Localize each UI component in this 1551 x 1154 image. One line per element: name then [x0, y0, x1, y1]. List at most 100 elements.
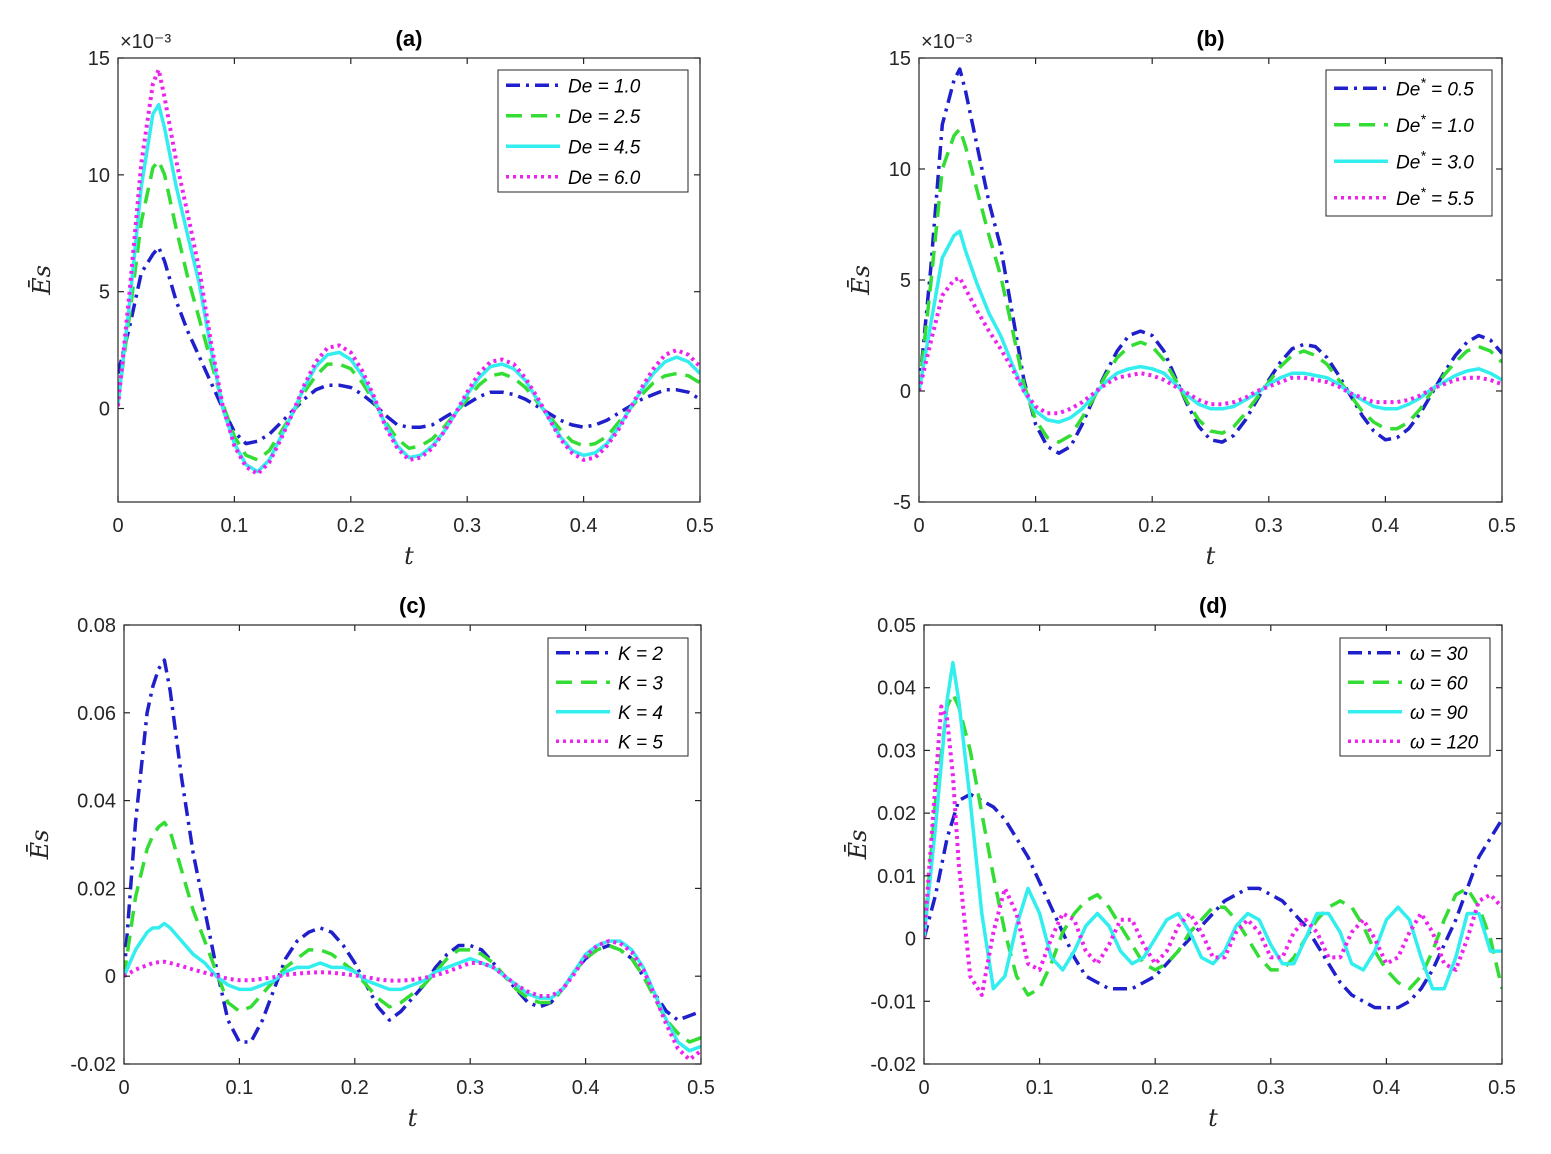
x-tick-label: 0.3 [1257, 1077, 1285, 1099]
y-tick-label: 0.02 [877, 803, 916, 825]
legend-label-2: ω = 60 [1410, 673, 1468, 694]
y-axis-label: Ēs [28, 265, 56, 296]
y-tick-label: 0.08 [77, 615, 116, 637]
panel-title: (c) [399, 593, 426, 618]
y-tick-label: 15 [88, 48, 110, 70]
series-line-1 [118, 245, 700, 446]
y-tick-label: 5 [900, 270, 911, 292]
y-tick-label: -0.01 [870, 991, 916, 1013]
legend-box [547, 637, 689, 757]
x-tick-label: 0.2 [341, 1077, 369, 1099]
y-tick-label: 0.01 [877, 866, 916, 888]
legend: ω = 30 ω = 60 ω = 90 ω = 120 [1339, 637, 1491, 757]
x-axis-label: t [408, 1104, 418, 1132]
legend-box [1339, 637, 1491, 757]
y-tick-label: 0 [99, 399, 110, 421]
series-line-4 [118, 67, 700, 476]
x-tick-label: 0.3 [456, 1077, 484, 1099]
y-tick-label: 0.05 [877, 615, 916, 637]
x-tick-label: 0.4 [1371, 515, 1399, 537]
x-tick-label: 0.4 [572, 1077, 600, 1099]
series-line-2 [919, 127, 1502, 444]
x-tick-label: 0.5 [1488, 1077, 1516, 1099]
exponent-label: ×10⁻³ [120, 31, 171, 53]
legend-label-2: K = 3 [618, 673, 663, 694]
x-tick-label: 0.5 [1488, 515, 1516, 537]
legend-label-1: K = 2 [618, 644, 663, 665]
x-tick-label: 0.1 [220, 515, 248, 537]
y-tick-label: 0.04 [877, 678, 916, 700]
legend-label-4: K = 5 [618, 732, 663, 753]
legend: De = 1.0 De = 2.5 De = 4.5 De = 6.0 [497, 69, 689, 193]
x-tick-label: 0.5 [686, 515, 714, 537]
y-tick-label: 0.06 [77, 703, 116, 725]
legend-label-2: De = 2.5 [568, 107, 641, 128]
y-tick-label: 15 [889, 48, 911, 70]
series-line-2 [118, 159, 700, 462]
x-tick-label: 0.2 [1141, 1077, 1169, 1099]
chart-panel-3: 0 0.1 0.2 0.3 0.4 0.5-0.0200.020.040.060.08(c… [26, 593, 715, 1132]
y-tick-label: 0 [900, 381, 911, 403]
y-tick-label: 0.04 [77, 791, 116, 813]
series-line-4 [124, 939, 701, 1062]
legend-label-4: De = 6.0 [568, 168, 641, 189]
y-tick-label: 0 [105, 966, 116, 988]
legend-box [497, 69, 689, 193]
x-tick-label: 0.1 [1022, 515, 1050, 537]
legend: K = 2 K = 3 K = 4 K = 5 [547, 637, 689, 757]
x-tick-label: 0.2 [1138, 515, 1166, 537]
y-tick-label: 10 [889, 159, 911, 181]
y-axis-label: Ēs [844, 830, 872, 861]
series-group [124, 658, 701, 1062]
exponent-label: ×10⁻³ [921, 31, 972, 53]
x-tick-label: 0.4 [1372, 1077, 1400, 1099]
series-line-1 [124, 658, 701, 1044]
series-line-2 [124, 820, 701, 1044]
y-tick-label: 10 [88, 165, 110, 187]
x-tick-label: 0.1 [225, 1077, 253, 1099]
legend-label-3: De = 4.5 [568, 137, 641, 158]
x-tick-label: 0.2 [337, 515, 365, 537]
axes-box [923, 624, 1503, 1065]
y-tick-label: 0 [905, 929, 916, 951]
x-axis-label: t [1206, 542, 1216, 570]
y-tick-label: 0.03 [877, 740, 916, 762]
legend-label-2: De* = 1.0 [1396, 111, 1474, 137]
series-line-4 [919, 275, 1502, 416]
y-tick-label: -0.02 [870, 1054, 916, 1076]
series-line-1 [924, 792, 1502, 1010]
x-axis-label: t [1208, 1104, 1218, 1132]
panel-title: (b) [1196, 26, 1224, 51]
legend-box [1325, 69, 1493, 217]
x-tick-label: 0 [118, 1077, 129, 1099]
chart-panel-1: 0 0.1 0.2 0.3 0.4 0.5 0 5 10 15 ×10⁻³ (a) t Ēs De = 1.… [28, 26, 714, 570]
series-line-3 [919, 229, 1502, 424]
series-group [118, 67, 700, 476]
y-axis-label: Ēs [26, 830, 54, 861]
series-line-3 [924, 660, 1502, 991]
legend-label-1: ω = 30 [1410, 644, 1468, 665]
panel-title: (d) [1199, 593, 1227, 618]
x-tick-label: 0 [913, 515, 924, 537]
x-tick-label: 0.1 [1026, 1077, 1054, 1099]
legend: De* = 0.5 De* = 1.0 De* = 3.0 De* = 5.5 [1325, 69, 1493, 217]
legend-label-3: ω = 90 [1410, 703, 1468, 724]
axes-box [117, 57, 701, 503]
x-axis-label: t [404, 542, 414, 570]
y-tick-label: 5 [99, 282, 110, 304]
x-tick-label: 0.5 [687, 1077, 715, 1099]
y-tick-label: -0.02 [70, 1054, 116, 1076]
x-tick-label: 0.3 [453, 515, 481, 537]
legend-label-4: ω = 120 [1410, 732, 1479, 753]
legend-label-3: De* = 3.0 [1396, 147, 1474, 173]
legend-label-1: De* = 0.5 [1396, 74, 1474, 100]
axes-box [123, 624, 702, 1065]
x-tick-label: 0.4 [570, 515, 598, 537]
y-axis-label: Ēs [847, 265, 875, 296]
x-tick-label: 0 [918, 1077, 929, 1099]
chart-panel-4: 0 0.1 0.2 0.3 0.4 0.5 -0.02 -0.01 0 0.01 0.02 0.03 0… [844, 593, 1516, 1132]
y-tick-label: 0.02 [77, 878, 116, 900]
legend-label-1: De = 1.0 [568, 76, 641, 97]
